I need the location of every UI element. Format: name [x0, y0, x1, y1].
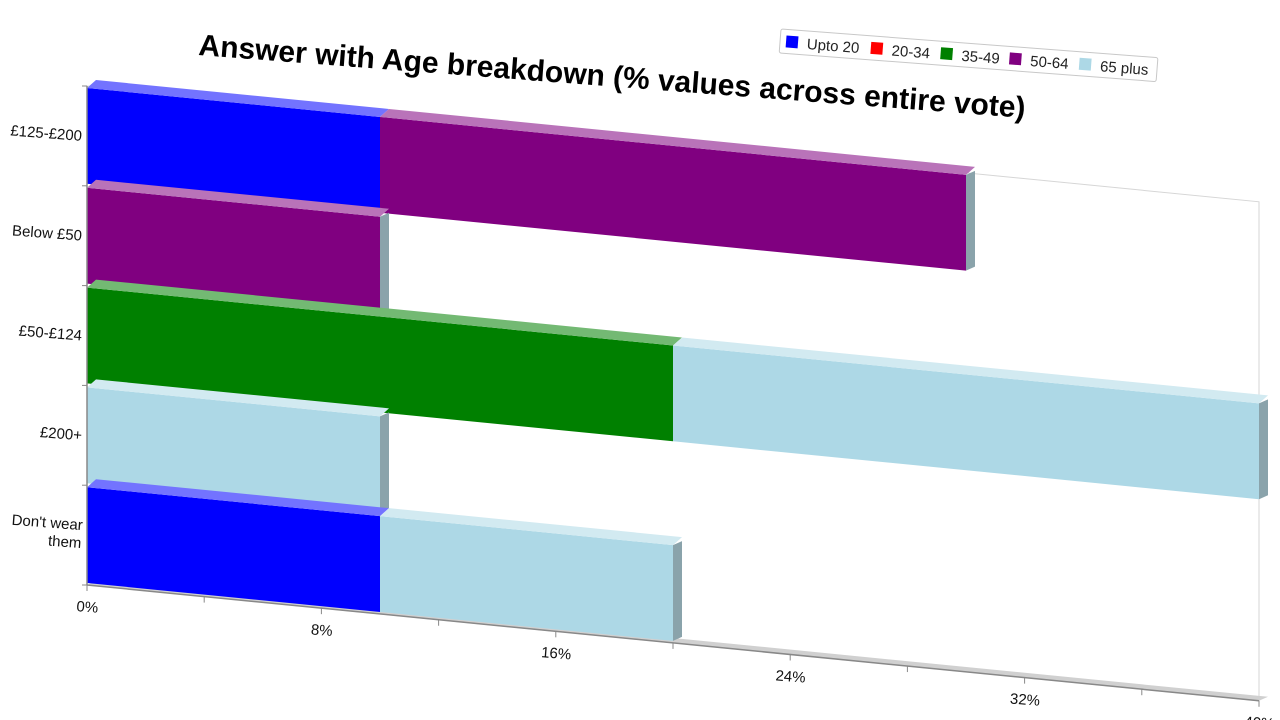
legend-box: Upto 20 20-34 35-49 50-64 65 plus [778, 28, 1159, 82]
legend-label: Upto 20 [806, 36, 860, 57]
chart-legend: Upto 20 20-34 35-49 50-64 65 plus [778, 28, 1159, 82]
bar-face [87, 88, 380, 213]
category-label-line: £50-£124 [18, 323, 83, 345]
bar-end-cap [1259, 399, 1268, 500]
category-label-line: £125-£200 [10, 122, 83, 144]
category-label: Below £50 [11, 222, 82, 244]
chart-bars [87, 80, 1268, 641]
legend-label: 50-64 [1030, 53, 1070, 73]
legend-swatch [940, 47, 954, 61]
legend-label: 65 plus [1099, 58, 1149, 79]
bar-segment [87, 379, 389, 513]
bar-face [87, 387, 380, 513]
category-label: £50-£124 [18, 323, 83, 345]
x-tick-label: 32% [1009, 691, 1040, 710]
bar-top [87, 479, 389, 517]
category-label-line: £200+ [39, 424, 83, 444]
bar-top [380, 508, 682, 546]
bar-end-cap [673, 541, 682, 641]
bar-end-cap [966, 170, 975, 271]
bar-face [380, 516, 673, 641]
legend-swatch [1078, 57, 1092, 71]
category-label-line: Below £50 [11, 222, 82, 244]
bar-face [87, 187, 380, 313]
x-tick-label: 40% [1244, 714, 1275, 720]
category-label: £200+ [39, 424, 83, 444]
bar-top [87, 80, 389, 117]
legend-label: 20-34 [891, 42, 931, 62]
bar-end-cap [380, 412, 389, 513]
x-tick-label: 16% [541, 644, 572, 663]
bar-segment [87, 80, 389, 213]
bar-face [673, 345, 1259, 500]
bar-face [87, 287, 673, 442]
category-label: Don't wearthem [10, 512, 84, 552]
bar-top [673, 337, 1268, 404]
bar-top [87, 279, 682, 346]
bar-top [87, 379, 389, 417]
bar-top [87, 179, 389, 217]
bar-segment [673, 337, 1268, 500]
x-tick-label: 24% [775, 667, 806, 686]
bar-segment [380, 508, 682, 641]
bar-segment [87, 179, 389, 313]
legend-swatch [785, 35, 799, 49]
category-label-line: them [47, 533, 82, 552]
bar-face [87, 487, 380, 612]
category-label: £125-£200 [10, 122, 83, 144]
x-tick-label: 8% [310, 621, 333, 640]
category-label-line: Don't wear [11, 512, 83, 534]
chart-labels: £125-£200 Below £50 £50-£124 £200+ Don't wea… [10, 122, 1275, 720]
bar-segment [87, 279, 682, 442]
bar-end-cap [380, 212, 389, 313]
legend-swatch [870, 41, 884, 55]
bar-top [380, 108, 975, 175]
bar-segment [380, 108, 975, 271]
bar-segment [87, 479, 389, 612]
legend-label: 35-49 [961, 48, 1001, 68]
x-tick-label: 0% [76, 598, 99, 617]
chart-axes [82, 85, 1260, 707]
bar-face [380, 116, 966, 271]
legend-swatch [1008, 52, 1022, 66]
